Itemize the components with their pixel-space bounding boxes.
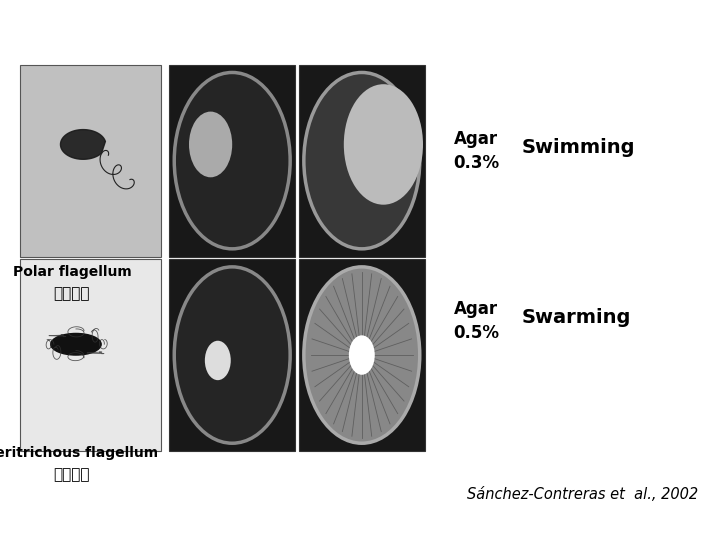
Bar (20, 259, 161, 451)
Text: Agar: Agar (454, 130, 498, 147)
Ellipse shape (344, 84, 423, 205)
Ellipse shape (304, 267, 420, 443)
Text: Swimming: Swimming (522, 138, 636, 157)
Text: Swarming: Swarming (522, 308, 631, 327)
Ellipse shape (174, 72, 290, 249)
Text: 端生鸞毛: 端生鸞毛 (54, 286, 90, 301)
Text: Peritrichous flagellum: Peritrichous flagellum (0, 446, 158, 460)
Text: Agar: Agar (454, 300, 498, 318)
Ellipse shape (50, 333, 101, 355)
Bar (299, 259, 425, 451)
Text: 周生鸞毛: 周生鸞毛 (54, 467, 90, 482)
Ellipse shape (204, 341, 230, 380)
Bar (20, 65, 161, 256)
Ellipse shape (348, 335, 374, 375)
Bar (169, 259, 295, 451)
Ellipse shape (304, 72, 420, 249)
Polygon shape (60, 130, 105, 159)
Ellipse shape (189, 112, 232, 177)
Bar (299, 65, 425, 256)
Text: 0.5%: 0.5% (454, 324, 500, 342)
Bar (169, 65, 295, 256)
Ellipse shape (174, 267, 290, 443)
Text: Sánchez-Contreras et  al., 2002: Sánchez-Contreras et al., 2002 (467, 487, 698, 502)
Text: Polar flagellum: Polar flagellum (13, 265, 131, 279)
Text: 0.3%: 0.3% (454, 154, 500, 172)
